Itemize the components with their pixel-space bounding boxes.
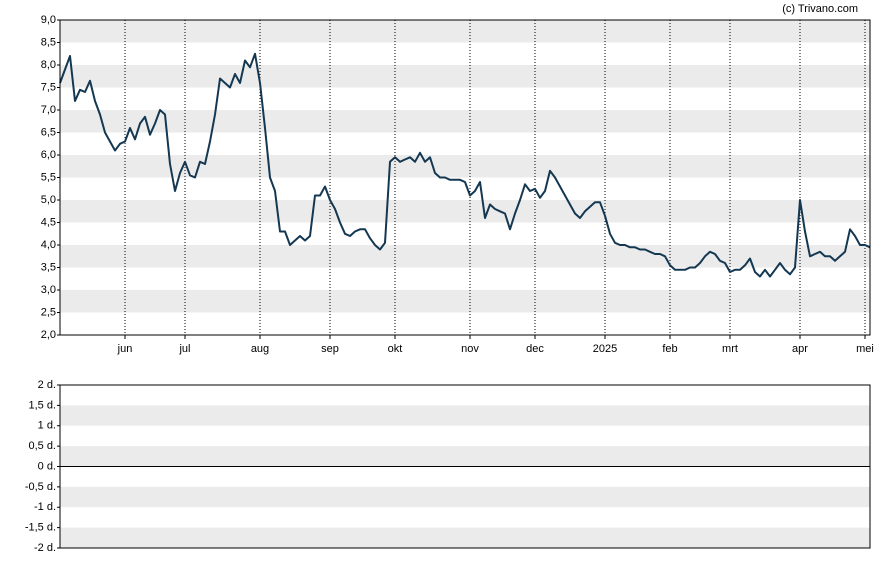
band: [60, 200, 870, 223]
x-tick-label: apr: [792, 343, 808, 355]
band: [60, 65, 870, 88]
x-tick-label: dec: [526, 343, 544, 355]
x-tick-label: feb: [662, 343, 677, 355]
y-tick-label: 3,0: [41, 284, 56, 296]
y-tick-label: -2 d.: [34, 542, 56, 554]
x-tick-label: mrt: [722, 343, 738, 355]
band: [60, 42, 870, 65]
y-tick-label: 6,5: [41, 126, 56, 138]
band: [60, 267, 870, 290]
x-tick-label: jul: [178, 343, 190, 355]
y-tick-label: 0,5 d.: [28, 440, 56, 452]
band: [60, 312, 870, 335]
band: [60, 527, 870, 548]
band: [60, 177, 870, 200]
y-tick-label: 4,0: [41, 239, 56, 251]
band: [60, 486, 870, 508]
band: [60, 245, 870, 268]
y-tick-label: 2,0: [41, 329, 56, 341]
price-line: [59, 52, 871, 278]
band: [60, 446, 870, 467]
band: [60, 425, 870, 447]
y-tick-label: 8,5: [41, 36, 56, 48]
x-tick-label: nov: [461, 343, 479, 355]
y-tick-label: 1 d.: [38, 420, 56, 432]
x-tick-label: aug: [251, 343, 269, 355]
x-tick-label: mei: [856, 343, 874, 355]
y-tick-label: 2 d.: [38, 379, 56, 391]
plot-frame: [59, 384, 871, 549]
x-tick-label: 2025: [593, 343, 617, 355]
band: [60, 20, 870, 43]
band: [60, 222, 870, 245]
y-tick-label: -1,5 d.: [25, 522, 56, 534]
y-tick-label: 5,0: [41, 194, 56, 206]
y-tick-label: 6,0: [41, 149, 56, 161]
band: [60, 385, 870, 406]
y-tick-label: 7,0: [41, 104, 56, 116]
band: [60, 466, 870, 487]
y-tick-label: 7,5: [41, 81, 56, 93]
plot-frame: [59, 19, 871, 336]
y-tick-label: 2,5: [41, 306, 56, 318]
y-tick-label: 9,0: [41, 14, 56, 26]
x-tick-label: okt: [388, 343, 403, 355]
copyright: (c) Trivano.com: [782, 3, 858, 15]
band: [60, 87, 870, 110]
y-tick-label: 3,5: [41, 261, 56, 273]
y-tick-label: 4,5: [41, 216, 56, 228]
band: [60, 155, 870, 178]
y-tick-label: 0 d.: [38, 460, 56, 472]
y-tick-label: -0,5 d.: [25, 481, 56, 493]
band: [60, 290, 870, 313]
y-tick-label: 1,5 d.: [28, 399, 56, 411]
band: [60, 507, 870, 528]
y-tick-label: 5,5: [41, 171, 56, 183]
x-tick-label: sep: [321, 343, 339, 355]
y-tick-label: -1 d.: [34, 501, 56, 513]
band: [60, 405, 870, 426]
x-tick-label: jun: [117, 343, 133, 355]
band: [60, 132, 870, 155]
y-tick-label: 8,0: [41, 59, 56, 71]
band: [60, 110, 870, 133]
